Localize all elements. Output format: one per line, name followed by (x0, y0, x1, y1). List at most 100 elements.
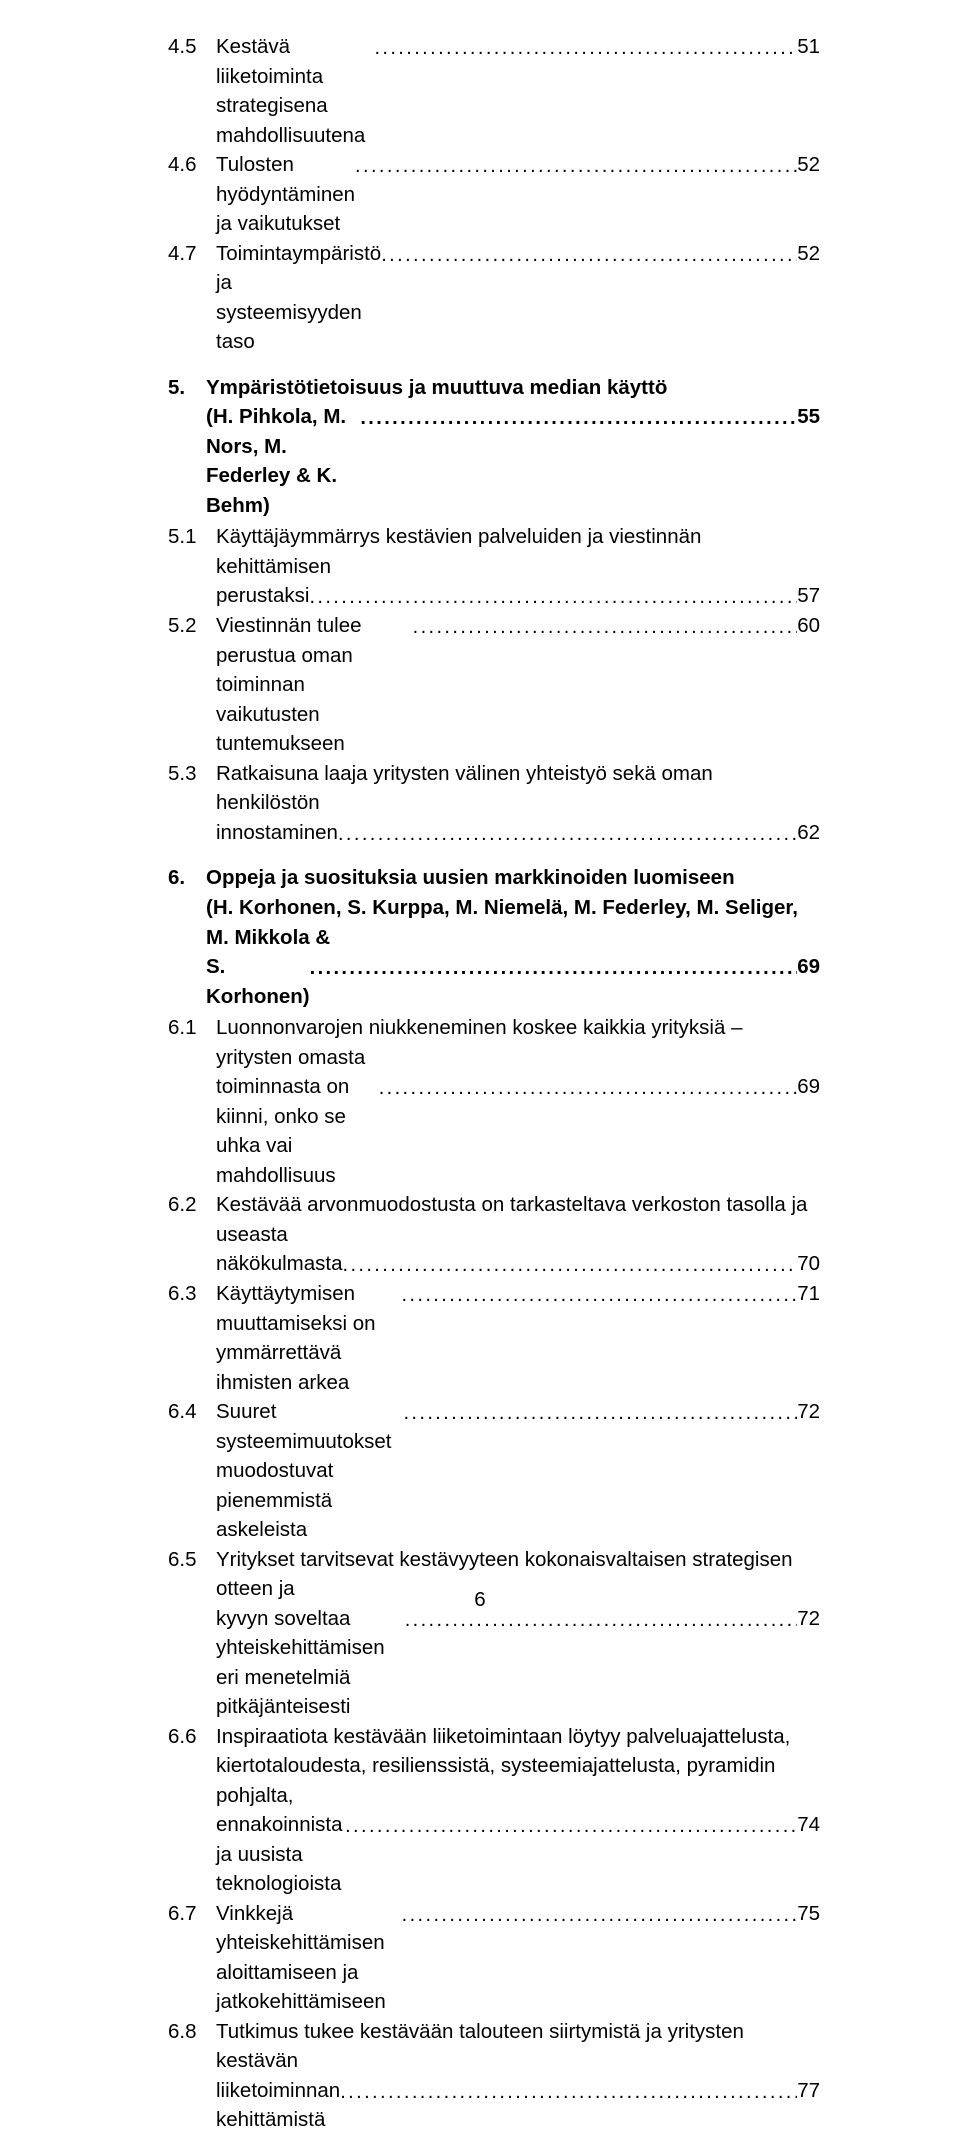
toc-title: Kestävä liiketoiminta strategisena mahdo… (216, 32, 374, 150)
toc-title: Viestinnän tulee perustua oman toiminnan… (216, 611, 413, 759)
toc-line: 6.8Tutkimus tukee kestävään talouteen si… (168, 2017, 820, 2076)
toc-number: 5.3 (168, 759, 216, 789)
toc-entry: 6.Oppeja ja suosituksia uusien markkinoi… (168, 863, 820, 1011)
toc-title: Oppeja ja suosituksia uusien markkinoide… (206, 863, 735, 893)
table-of-contents: 4.5Kestävä liiketoiminta strategisena ma… (168, 32, 820, 2135)
toc-number: 6.6 (168, 1722, 216, 1752)
toc-title-cont: kiertotaloudesta, resilienssistä, systee… (168, 1751, 820, 1810)
toc-title: Inspiraatiota kestävään liiketoimintaan … (216, 1722, 790, 1752)
toc-line: (H. Pihkola, M. Nors, M. Federley & K. B… (168, 402, 820, 520)
toc-entry: 5.1Käyttäjäymmärrys kestävien palveluide… (168, 522, 820, 611)
toc-title: Käyttäjäymmärrys kestävien palveluiden j… (216, 522, 820, 581)
toc-number: 5.1 (168, 522, 216, 552)
toc-number: 6. (168, 863, 206, 893)
toc-page: 60 (797, 611, 820, 641)
toc-number: 6.8 (168, 2017, 216, 2047)
toc-page: 75 (797, 1899, 820, 1929)
toc-page: 69 (797, 1072, 820, 1102)
toc-leader (342, 1251, 797, 1280)
toc-page: 77 (797, 2076, 820, 2106)
toc-entry: 6.5Yritykset tarvitsevat kestävyyteen ko… (168, 1545, 820, 1722)
toc-line: 5.Ympäristötietoisuus ja muuttuva median… (168, 373, 820, 403)
toc-number: 6.7 (168, 1899, 216, 1929)
toc-page: 57 (797, 581, 820, 611)
toc-page: 51 (797, 32, 820, 62)
toc-leader (338, 820, 797, 849)
toc-title: Ratkaisuna laaja yritysten välinen yhtei… (216, 759, 820, 818)
toc-leader (379, 1074, 798, 1103)
toc-entry: 5.3Ratkaisuna laaja yritysten välinen yh… (168, 759, 820, 848)
toc-line: 4.6Tulosten hyödyntäminen ja vaikutukset… (168, 150, 820, 239)
toc-entry: 4.5Kestävä liiketoiminta strategisena ma… (168, 32, 820, 150)
toc-number: 4.6 (168, 150, 216, 180)
toc-line: toiminnasta on kiinni, onko se uhka vai … (168, 1072, 820, 1190)
toc-entry: 6.7Vinkkejä yhteiskehittämisen aloittami… (168, 1899, 820, 2017)
toc-entry: 5.Ympäristötietoisuus ja muuttuva median… (168, 373, 820, 521)
toc-title-cont: liiketoiminnan kehittämistä (216, 2076, 340, 2135)
toc-entry: 4.6Tulosten hyödyntäminen ja vaikutukset… (168, 150, 820, 239)
toc-leader (310, 954, 798, 983)
toc-line: 4.7Toimintaympäristö ja systeemisyyden t… (168, 239, 820, 357)
toc-title-cont: kyvyn soveltaa yhteiskehittämisen eri me… (216, 1604, 405, 1722)
toc-number: 6.2 (168, 1190, 216, 1220)
toc-title: Luonnonvarojen niukkeneminen koskee kaik… (216, 1013, 820, 1072)
toc-leader (360, 404, 797, 433)
toc-title: Kestävää arvonmuodostusta on tarkastelta… (216, 1190, 820, 1249)
toc-title: Tulosten hyödyntäminen ja vaikutukset (216, 150, 355, 239)
toc-line: 6.4Suuret systeemimuutokset muodostuvat … (168, 1397, 820, 1545)
toc-title-cont: ennakoinnista ja uusista teknologioista (216, 1810, 345, 1899)
toc-page: 52 (797, 150, 820, 180)
toc-entry: 6.3Käyttäytymisen muuttamiseksi on ymmär… (168, 1279, 820, 1397)
toc-title: Ympäristötietoisuus ja muuttuva median k… (206, 373, 667, 403)
toc-title-cont: S. Korhonen) (206, 952, 310, 1011)
toc-leader (381, 241, 797, 270)
toc-entry: 6.4Suuret systeemimuutokset muodostuvat … (168, 1397, 820, 1545)
toc-line: 4.5Kestävä liiketoiminta strategisena ma… (168, 32, 820, 150)
toc-page: 55 (797, 402, 820, 432)
toc-line: näkökulmasta 70 (168, 1249, 820, 1279)
toc-number: 6.3 (168, 1279, 216, 1309)
toc-leader (355, 152, 797, 181)
toc-leader (374, 34, 797, 63)
toc-line: 6.3Käyttäytymisen muuttamiseksi on ymmär… (168, 1279, 820, 1397)
toc-line: innostaminen 62 (168, 818, 820, 848)
toc-leader (340, 2078, 797, 2107)
toc-line: 6.Oppeja ja suosituksia uusien markkinoi… (168, 863, 820, 893)
toc-title-cont: (H. Korhonen, S. Kurppa, M. Niemelä, M. … (168, 893, 820, 952)
toc-page: 74 (797, 1810, 820, 1840)
toc-number: 6.5 (168, 1545, 216, 1575)
toc-line: 6.1Luonnonvarojen niukkeneminen koskee k… (168, 1013, 820, 1072)
toc-number: 6.1 (168, 1013, 216, 1043)
toc-entry: 6.6Inspiraatiota kestävään liiketoiminta… (168, 1722, 820, 1899)
toc-line: 5.1Käyttäjäymmärrys kestävien palveluide… (168, 522, 820, 581)
toc-page: 72 (797, 1397, 820, 1427)
toc-number: 5. (168, 373, 206, 403)
toc-number: 4.5 (168, 32, 216, 62)
toc-line: 5.2Viestinnän tulee perustua oman toimin… (168, 611, 820, 759)
toc-entry: 6.2Kestävää arvonmuodostusta on tarkaste… (168, 1190, 820, 1279)
toc-title: Vinkkejä yhteiskehittämisen aloittamisee… (216, 1899, 402, 2017)
toc-title-cont: (H. Pihkola, M. Nors, M. Federley & K. B… (206, 402, 360, 520)
toc-page: 71 (797, 1279, 820, 1309)
toc-title: Toimintaympäristö ja systeemisyyden taso (216, 239, 381, 357)
toc-title: Käyttäytymisen muuttamiseksi on ymmärret… (216, 1279, 401, 1397)
toc-leader (345, 1812, 797, 1841)
toc-title-cont: perustaksi (216, 581, 309, 611)
toc-leader (401, 1281, 797, 1310)
toc-entry: 6.8Tutkimus tukee kestävään talouteen si… (168, 2017, 820, 2135)
toc-page: 62 (797, 818, 820, 848)
toc-page: 69 (797, 952, 820, 982)
toc-leader (403, 1399, 797, 1428)
toc-line: 6.6Inspiraatiota kestävään liiketoiminta… (168, 1722, 820, 1752)
toc-number: 4.7 (168, 239, 216, 269)
toc-page: 70 (797, 1249, 820, 1279)
toc-number: 5.2 (168, 611, 216, 641)
toc-entry: 5.2Viestinnän tulee perustua oman toimin… (168, 611, 820, 759)
toc-leader (413, 613, 798, 642)
toc-title-cont: innostaminen (216, 818, 338, 848)
toc-number: 6.4 (168, 1397, 216, 1427)
toc-title-cont: näkökulmasta (216, 1249, 342, 1279)
toc-title: Suuret systeemimuutokset muodostuvat pie… (216, 1397, 403, 1545)
toc-entry: 6.1Luonnonvarojen niukkeneminen koskee k… (168, 1013, 820, 1190)
toc-page: 52 (797, 239, 820, 269)
